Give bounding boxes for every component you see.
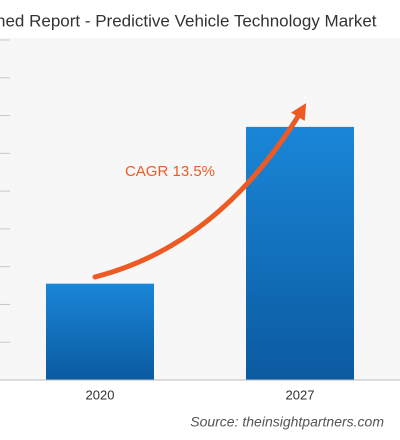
- bar: [246, 126, 354, 380]
- x-tick-label: 2027: [286, 387, 315, 402]
- chart-title: hed Report - Predictive Vehicle Technolo…: [0, 11, 377, 30]
- x-tick-label: 2020: [86, 387, 115, 402]
- source-note: Source: theinsightpartners.com: [190, 414, 384, 430]
- cagr-annotation: CAGR 13.5%: [125, 163, 215, 180]
- bar: [46, 283, 154, 380]
- growth-arrow: [92, 103, 307, 280]
